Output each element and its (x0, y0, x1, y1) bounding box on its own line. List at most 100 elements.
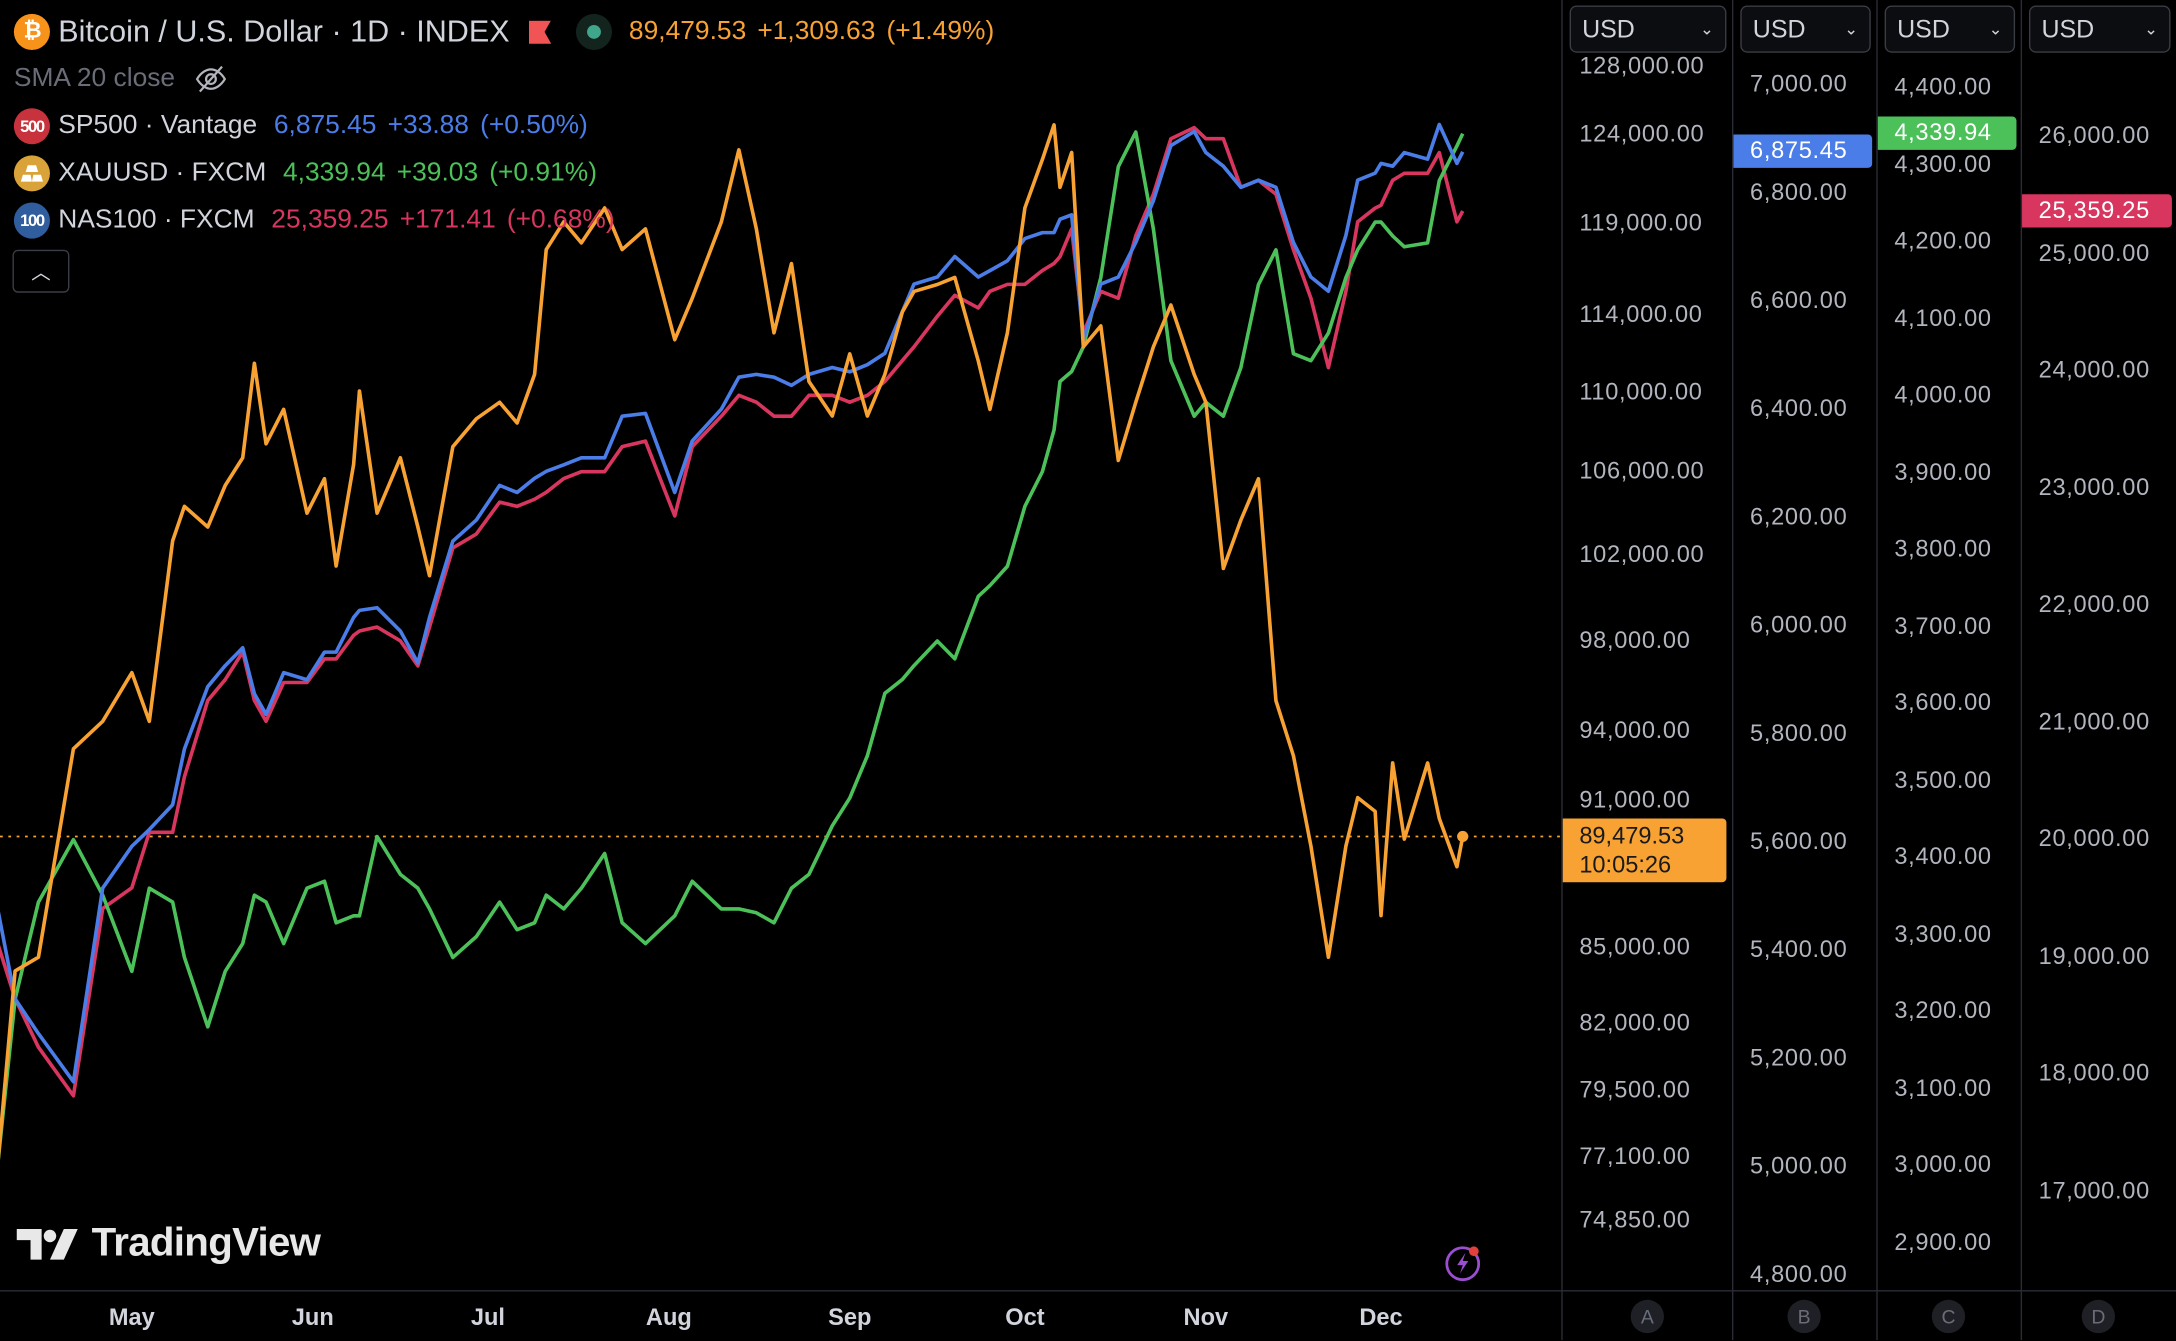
compare-row-xauusd[interactable]: XAUUSD · FXCM 4,339.94 +39.03 (+0.91%) (13, 150, 1005, 197)
axis-tick-label: 3,600.00 (1894, 689, 1992, 716)
series-line-d[interactable] (0, 125, 1465, 1098)
axis-tick-label: 4,200.00 (1894, 227, 1992, 254)
compare-name: XAUUSD · FXCM (58, 158, 267, 188)
nas100-icon: 100 (13, 202, 50, 239)
currency-dropdown-b[interactable]: USD ⌄ (1740, 5, 1871, 53)
indicator-label: SMA 20 close (13, 63, 176, 93)
axis-tick-label: 3,500.00 (1894, 766, 1992, 793)
month-label: Dec (1359, 1303, 1403, 1331)
axis-tick-label: 26,000.00 (2038, 122, 2150, 149)
price-axis-d[interactable]: USD ⌄ 26,000.00 25,000.00 24,000.00 23,000.0… (2020, 0, 2176, 1291)
axis-tick-label: 5,800.00 (1750, 719, 1848, 747)
chevron-down-icon: ⌄ (1988, 19, 2003, 39)
axis-tick-label: 124,000.00 (1579, 120, 1705, 147)
legend: ₿ Bitcoin / U.S. Dollar · 1D · INDEX 89,… (13, 8, 1005, 244)
main-price: 89,479.53 (628, 16, 747, 46)
axis-tick-label: 21,000.00 (2038, 708, 2150, 735)
compare-row-nas100[interactable]: 100 NAS100 · FXCM 25,359.25 +171.41 (+0.… (13, 197, 1005, 244)
axis-tick-label: 5,400.00 (1750, 936, 1848, 963)
chevron-down-icon: ⌄ (1699, 19, 1714, 39)
market-status-icon[interactable] (576, 13, 613, 50)
axis-tick-label: 114,000.00 (1579, 301, 1703, 328)
eye-off-icon[interactable] (195, 62, 228, 95)
compare-price: 25,359.25 (271, 205, 389, 235)
main-symbol-row[interactable]: ₿ Bitcoin / U.S. Dollar · 1D · INDEX 89,… (13, 8, 1005, 55)
scale-letter-button[interactable]: A (1630, 1299, 1664, 1334)
axis-tick-label: 79,500.00 (1579, 1077, 1691, 1104)
axis-tick-label: 82,000.00 (1579, 1010, 1691, 1037)
indicator-row[interactable]: SMA 20 close (14, 55, 1005, 102)
compare-name: NAS100 · FXCM (58, 205, 255, 235)
compare-price: 6,875.45 (273, 110, 377, 141)
last-point-marker (1457, 830, 1469, 843)
axis-tick-label: 94,000.00 (1579, 716, 1691, 743)
scale-letter-button[interactable]: C (1931, 1299, 1966, 1334)
axis-tick-label: 3,000.00 (1894, 1151, 1992, 1178)
month-label: Aug (645, 1303, 692, 1331)
currency-label: USD (1582, 14, 1635, 43)
axis-tick-label: 2,900.00 (1894, 1228, 1992, 1255)
axis-tick-label: 17,000.00 (2038, 1177, 2150, 1204)
axis-tick-label: 3,300.00 (1894, 920, 1992, 947)
currency-dropdown-c[interactable]: USD ⌄ (1884, 5, 2016, 53)
bar-countdown: 10:05:26 (1579, 851, 1672, 879)
divider (2020, 1290, 2023, 1341)
scale-letter-button[interactable]: B (1787, 1299, 1821, 1334)
compare-change: +171.41 (399, 205, 496, 235)
axis-tick-label: 3,100.00 (1894, 1074, 1992, 1101)
axis-tick-label: 6,600.00 (1750, 286, 1848, 314)
month-label: Nov (1183, 1303, 1229, 1331)
tradingview-logo[interactable]: TradingView (16, 1221, 321, 1267)
compare-change-pct: (+0.50%) (480, 110, 588, 141)
last-value-badge: 4,339.94 (1877, 116, 2017, 151)
divider (1876, 1290, 1878, 1341)
time-axis[interactable]: May Jun Jul Aug Sep Oct Nov Dec A B C D (0, 1290, 2176, 1341)
axis-tick-label: 110,000.00 (1579, 378, 1703, 405)
series-line-b[interactable] (0, 122, 1465, 1084)
axis-tick-label: 98,000.00 (1579, 626, 1691, 654)
axis-tick-label: 102,000.00 (1579, 540, 1705, 568)
divider (1561, 1290, 1563, 1341)
axis-tick-label: 119,000.00 (1579, 209, 1703, 236)
axis-tick-label: 4,800.00 (1750, 1261, 1848, 1288)
symbol-title[interactable]: Bitcoin / U.S. Dollar · 1D · INDEX (58, 13, 510, 49)
price-axis-b[interactable]: USD ⌄ 7,000.00 6,800.00 6,600.00 6,400.00 6,2… (1731, 0, 1878, 1291)
chevron-up-icon: ︿ (31, 260, 51, 283)
month-label: Oct (1005, 1303, 1045, 1331)
gold-bars-icon (13, 155, 50, 192)
axis-tick-label: 22,000.00 (2038, 591, 2150, 618)
axis-tick-label: 7,000.00 (1750, 70, 1848, 97)
chevron-down-icon: ⌄ (2144, 19, 2159, 39)
last-value-badge: 25,359.25 (2022, 194, 2172, 228)
compare-change-pct: (+0.91%) (489, 158, 597, 188)
series-line-a[interactable] (0, 123, 1465, 1165)
axis-tick-label: 3,200.00 (1894, 997, 1992, 1024)
currency-dropdown-a[interactable]: USD ⌄ (1569, 5, 1727, 53)
axis-tick-label: 4,100.00 (1894, 304, 1992, 331)
collapse-legend-button[interactable]: ︿ (12, 249, 70, 293)
lightning-icon[interactable] (1443, 1243, 1482, 1282)
price-axis-c[interactable]: USD ⌄ 4,400.00 4,300.00 4,200.00 4,100.00 4,0… (1876, 0, 2022, 1291)
axis-tick-label: 6,800.00 (1750, 178, 1848, 206)
scale-letter-button[interactable]: D (2081, 1299, 2116, 1334)
series-line-c[interactable] (0, 130, 1465, 1165)
currency-dropdown-d[interactable]: USD ⌄ (2028, 5, 2171, 53)
axis-tick-label: 6,000.00 (1750, 611, 1848, 639)
axis-tick-label: 128,000.00 (1579, 52, 1705, 79)
axis-tick-label: 18,000.00 (2038, 1060, 2150, 1087)
plot-area[interactable] (0, 0, 1562, 1290)
current-price-label: 89,479.53 (1579, 822, 1685, 849)
axis-tick-label: 77,100.00 (1579, 1142, 1691, 1170)
currency-label: USD (2041, 14, 2095, 43)
price-axis-a[interactable]: USD ⌄ 89,479.53 10:05:26 128,000.00 124,00… (1561, 0, 1733, 1291)
axis-tick-label: 3,400.00 (1894, 843, 1992, 870)
compare-price: 4,339.94 (282, 158, 386, 188)
currency-label: USD (1752, 14, 1806, 43)
flag-icon[interactable] (529, 20, 552, 44)
axis-tick-label: 20,000.00 (2038, 825, 2150, 852)
current-price-badge: 89,479.53 10:05:26 (1562, 818, 1727, 883)
axis-tick-label: 23,000.00 (2038, 473, 2150, 501)
axis-tick-label: 4,400.00 (1894, 73, 1992, 100)
axis-tick-label: 5,200.00 (1750, 1044, 1848, 1071)
compare-row-sp500[interactable]: 500 SP500 · Vantage 6,875.45 +33.88 (+0.… (13, 103, 1005, 150)
